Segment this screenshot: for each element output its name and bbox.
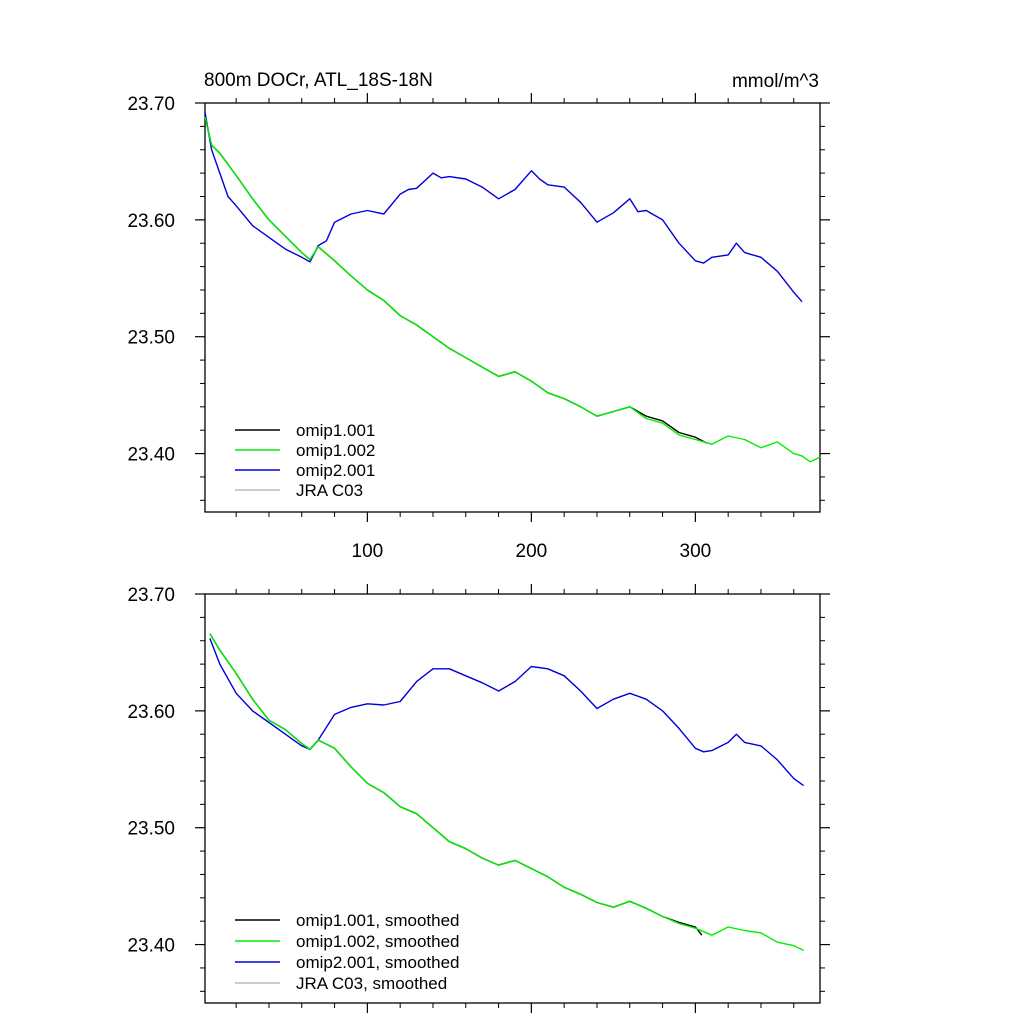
series-lines [209, 633, 805, 952]
x-tick-label: 100 [352, 541, 384, 562]
y-tick-label: 23.60 [127, 702, 175, 723]
legend-label-omip1-001: omip1.001 [296, 421, 375, 440]
legend-label-jra-c03: JRA C03 [296, 481, 363, 500]
x-tick-label: 200 [516, 541, 548, 562]
y-tick-label: 23.70 [127, 585, 175, 606]
y-tick-label: 23.50 [127, 819, 175, 840]
plot-frame [204, 593, 821, 1004]
panel-raw: 100 200 300 23.40 23.50 23.60 23.70 omip1.001 … [127, 93, 830, 562]
units-label: mmol/m^3 [732, 71, 819, 92]
series-line-omip2-001 [204, 112, 803, 303]
chart-title: 800m DOCr, ATL_18S-18N [204, 70, 433, 91]
legend-label-jra-c03-smoothed: JRA C03, smoothed [296, 974, 447, 993]
series-line-omip1-002-smoothed [209, 633, 804, 952]
series-lines [204, 112, 821, 463]
y-tick-label: 23.40 [127, 445, 175, 466]
legend: omip1.001, smoothed omip1.002, smoothed … [235, 911, 460, 993]
series-line-omip2-001-smoothed [209, 638, 805, 787]
y-tick-label: 23.60 [127, 211, 175, 232]
plot-frame [204, 102, 821, 513]
series-line-omip1-002 [204, 116, 821, 463]
panel-smoothed: 23.40 23.50 23.60 23.70 omip1.001, smoothed… [127, 584, 830, 1013]
x-tick-label: 300 [680, 541, 712, 562]
axis-ticks: 100 200 300 23.40 23.50 23.60 23.70 [127, 93, 830, 562]
legend-label-omip2-001-smoothed: omip2.001, smoothed [296, 953, 460, 972]
y-tick-label: 23.50 [127, 328, 175, 349]
legend-label-omip1-002: omip1.002 [296, 441, 375, 460]
legend-label-omip2-001: omip2.001 [296, 461, 375, 480]
legend-label-omip1-002-smoothed: omip1.002, smoothed [296, 932, 460, 951]
series-line-omip1-001-smoothed [209, 633, 703, 936]
y-tick-label: 23.40 [127, 936, 175, 957]
series-line-omip1-001 [204, 116, 708, 444]
legend-label-omip1-001-smoothed: omip1.001, smoothed [296, 911, 460, 930]
y-tick-label: 23.70 [127, 94, 175, 115]
axis-ticks: 23.40 23.50 23.60 23.70 [127, 584, 830, 1013]
legend: omip1.001 omip1.002 omip2.001 JRA C03 [235, 421, 375, 500]
